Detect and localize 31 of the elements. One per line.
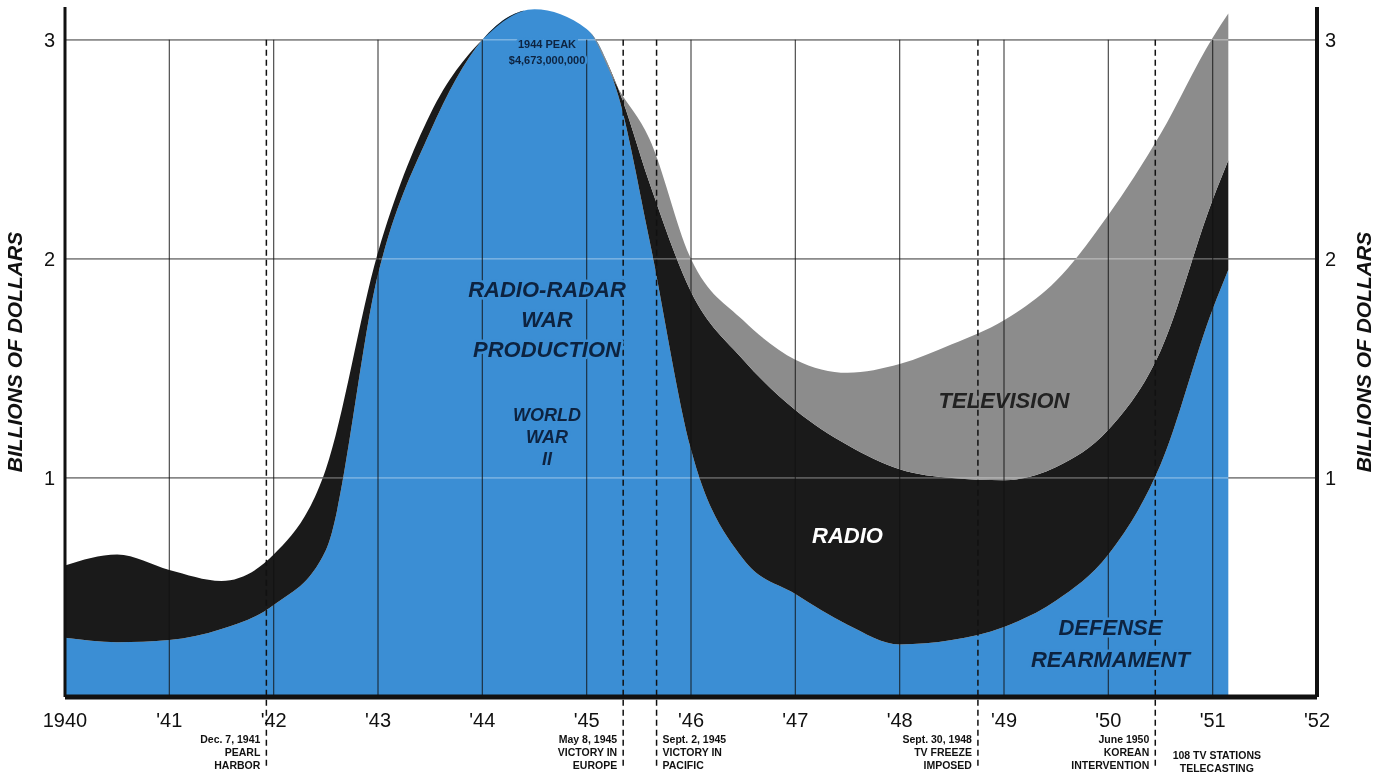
ref-line-label: Sept. 2, 1945 VICTORY IN PACIFIC	[662, 733, 727, 771]
x-tick-label: '48	[886, 709, 913, 731]
y2-tick-label: 1	[1325, 466, 1337, 489]
y2-tick-label: 3	[1325, 28, 1337, 51]
y2-tick-label: 2	[1325, 247, 1337, 270]
x-tick-label: '50	[1095, 709, 1122, 731]
y2-axis-title: BILLIONS OF DOLLARS	[1352, 231, 1375, 473]
series-label: RADIO	[812, 522, 883, 548]
ref-line-label: Dec. 7, 1941 PEARL HARBOR	[200, 733, 261, 771]
annotation: 1944 PEAK $4,673,000,000	[508, 38, 586, 67]
x-tick-label: '49	[990, 709, 1018, 731]
series-label: TELEVISION	[938, 388, 1071, 414]
x-tick-label: '52	[1303, 709, 1331, 731]
ref-line-label: Sept. 30, 1948 TV FREEZE IMPOSED	[902, 733, 973, 771]
x-tick-label: 1940	[42, 709, 88, 731]
y-tick-label: 2	[43, 247, 55, 270]
text: 108 TV STATIONS TELECASTING	[1172, 749, 1261, 775]
ref-line-label: May 8, 1945 VICTORY IN EUROPE	[557, 733, 618, 771]
x-tick-label: '42	[260, 709, 287, 731]
y-tick-label: 3	[43, 28, 55, 51]
x-tick-label: '43	[364, 709, 392, 731]
x-tick-label: '51	[1199, 709, 1226, 731]
y-axis-title: BILLIONS OF DOLLARS	[3, 231, 26, 473]
annotation: WORLD WAR II	[513, 405, 582, 469]
x-tick-label: '46	[677, 709, 705, 731]
ref-line-label: June 1950 KOREAN INTERVENTION	[1071, 733, 1150, 771]
x-tick-label: '45	[573, 709, 600, 731]
x-tick-label: '47	[782, 709, 809, 731]
y-tick-label: 1	[43, 466, 55, 489]
x-tick-label: '41	[156, 709, 183, 731]
x-tick-label: '44	[469, 709, 496, 731]
